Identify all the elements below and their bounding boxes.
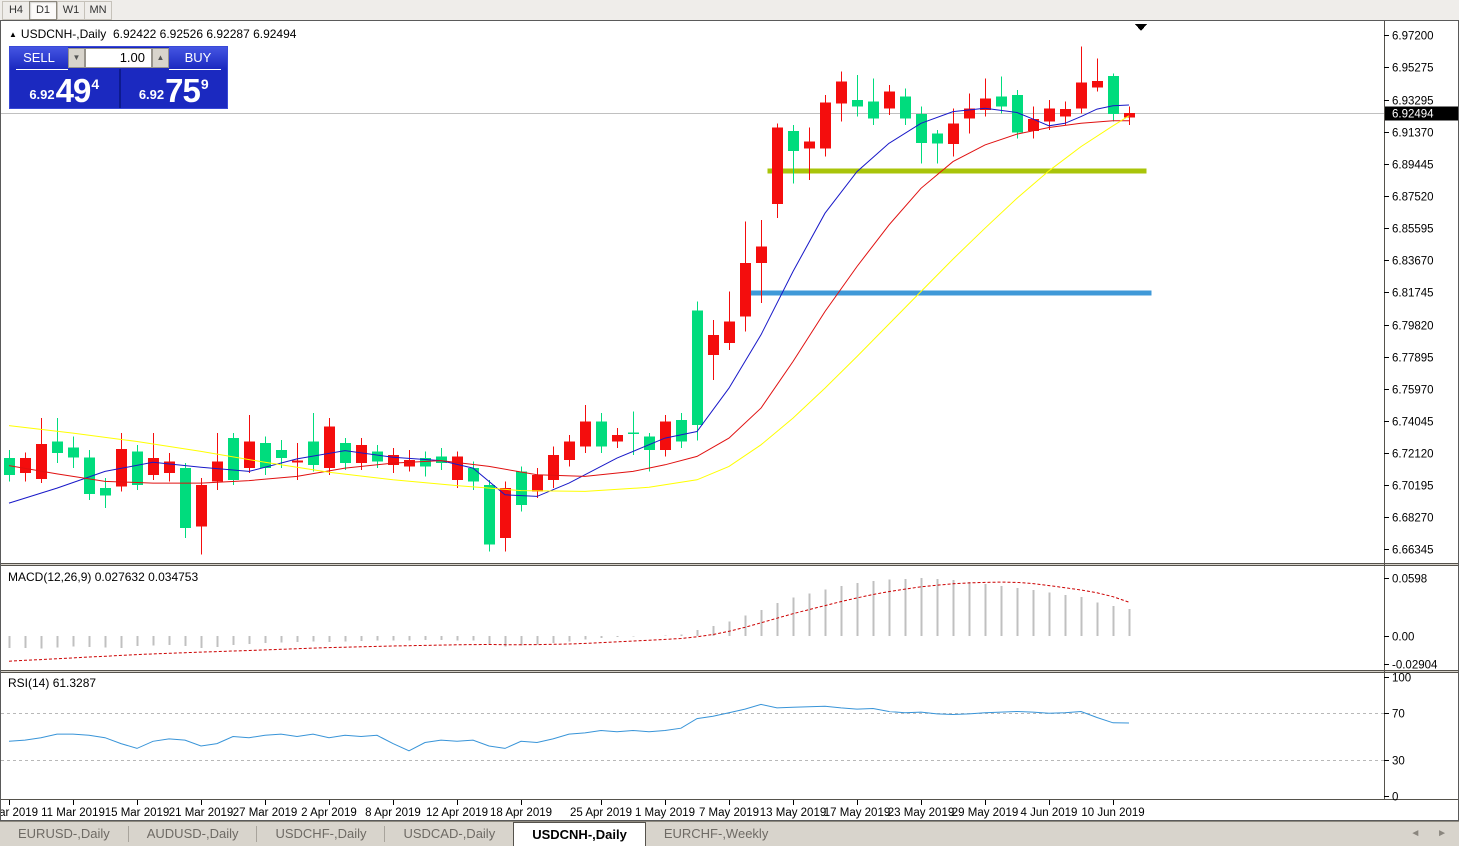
svg-text:6.74045: 6.74045: [1392, 417, 1434, 429]
date-axis-label: 18 Apr 2019: [490, 807, 552, 819]
chart-tab-bar: EURUSD-,Daily AUDUSD-,Daily USDCHF-,Daily U…: [0, 821, 1459, 846]
date-axis-label: 21 Mar 2019: [169, 807, 234, 819]
date-axis-label: 23 May 2019: [888, 807, 955, 819]
price-chart-canvas[interactable]: 6.97200 6.95275 6.93295 6.91370 6.89445 6.875…: [1, 21, 1458, 820]
svg-text:70: 70: [1392, 709, 1405, 721]
volume-input[interactable]: 1.00: [85, 48, 152, 68]
buy-price-pip: 9: [200, 76, 209, 92]
date-axis-label: 5 Mar 2019: [1, 807, 38, 819]
symbol-info-line: ▲ USDCNH-,Daily 6.92422 6.92526 6.92287 6…: [9, 27, 296, 41]
svg-text:100: 100: [1392, 673, 1411, 685]
date-axis-label: 15 Mar 2019: [105, 807, 170, 819]
svg-text:6.79820: 6.79820: [1392, 321, 1434, 333]
svg-text:6.93295: 6.93295: [1392, 96, 1434, 108]
svg-text:6.95275: 6.95275: [1392, 63, 1434, 75]
svg-text:6.83670: 6.83670: [1392, 256, 1434, 268]
ma-slow: [8, 115, 1130, 492]
symbol-name: USDCNH-,Daily: [20, 27, 107, 41]
chart-tab-usdcad-daily[interactable]: USDCAD-,Daily: [403, 826, 496, 841]
chart-tab-usdcnh-daily[interactable]: USDCNH-,Daily: [513, 822, 646, 846]
timeframe-button-w1[interactable]: W1: [57, 1, 84, 20]
date-axis-label: 13 May 2019: [760, 807, 827, 819]
svg-text:0: 0: [1392, 792, 1398, 804]
svg-text:6.81745: 6.81745: [1392, 288, 1434, 300]
macd-signal-line: [8, 581, 1130, 662]
volume-increase-button[interactable]: ▲: [152, 48, 169, 68]
timeframe-button-h4[interactable]: H4: [2, 1, 29, 20]
svg-text:6.77895: 6.77895: [1392, 353, 1434, 365]
buy-price-prefix: 6.92: [138, 87, 165, 102]
date-axis-label: 10 Jun 2019: [1081, 807, 1144, 819]
date-axis-label: 2 Apr 2019: [301, 807, 357, 819]
bar-shift-marker-icon: [1135, 24, 1147, 31]
sell-price-display[interactable]: 6.92 49 4: [10, 69, 119, 108]
expand-triangle-icon[interactable]: ▲: [9, 30, 17, 39]
timeframe-button-mn[interactable]: MN: [84, 1, 112, 20]
chart-window[interactable]: 6.97200 6.95275 6.93295 6.91370 6.89445 6.875…: [0, 20, 1459, 821]
svg-text:6.89445: 6.89445: [1392, 160, 1434, 172]
current-price-tag: 6.92494: [1392, 109, 1434, 121]
sell-price-big: 49: [55, 72, 92, 109]
timeframe-button-d1[interactable]: D1: [29, 1, 57, 20]
ma-fast: [8, 104, 1130, 504]
svg-text:-0.02904: -0.02904: [1392, 660, 1438, 672]
svg-text:6.75970: 6.75970: [1392, 385, 1434, 397]
svg-text:6.97200: 6.97200: [1392, 31, 1434, 43]
buy-price-display[interactable]: 6.92 75 9: [118, 69, 228, 109]
date-axis-label: 7 May 2019: [699, 807, 759, 819]
svg-text:6.68270: 6.68270: [1392, 513, 1434, 525]
date-axis-label: 27 Mar 2019: [233, 807, 298, 819]
date-axis-label: 1 May 2019: [635, 807, 695, 819]
svg-text:6.91370: 6.91370: [1392, 128, 1434, 140]
tab-scroll-left-icon[interactable]: ◄: [1410, 828, 1421, 839]
symbol-ohlc-values: 6.92422 6.92526 6.92287 6.92494: [112, 27, 297, 41]
chart-tab-usdchf-daily[interactable]: USDCHF-,Daily: [275, 826, 367, 841]
date-axis-label: 17 May 2019: [824, 807, 891, 819]
chart-tab-eurchf-weekly[interactable]: EURCHF-,Weekly: [663, 826, 769, 841]
macd-indicator-label: MACD(12,26,9) 0.027632 0.034753: [8, 570, 199, 584]
tab-separator: [256, 826, 258, 842]
svg-text:6.85595: 6.85595: [1392, 224, 1434, 236]
date-axis-label: 29 May 2019: [952, 807, 1019, 819]
svg-text:0.00: 0.00: [1392, 632, 1414, 644]
svg-text:30: 30: [1392, 756, 1405, 768]
chart-tab-audusd-daily[interactable]: AUDUSD-,Daily: [146, 826, 239, 841]
date-axis-label: 4 Jun 2019: [1021, 807, 1078, 819]
buy-button[interactable]: BUY: [169, 47, 227, 69]
timeframe-toolbar: H4 D1 W1 MN: [0, 0, 1459, 21]
volume-decrease-button[interactable]: ▼: [68, 48, 85, 68]
rsi-line: [8, 703, 1130, 752]
tab-scroll-right-icon[interactable]: ►: [1437, 828, 1447, 839]
buy-price-big: 75: [165, 72, 201, 109]
horizontal-line-object: [740, 290, 1152, 296]
svg-text:6.87520: 6.87520: [1392, 192, 1434, 204]
chart-tab-eurusd-daily[interactable]: EURUSD-,Daily: [18, 826, 110, 841]
svg-text:6.70195: 6.70195: [1392, 481, 1434, 493]
sell-button[interactable]: SELL: [10, 47, 68, 69]
sell-price-pip: 4: [91, 76, 100, 92]
one-click-trading-panel: SELL ▼ 1.00 ▲ BUY 6.92 49 4 6.92 75 9: [9, 46, 228, 109]
tab-separator: [127, 826, 129, 842]
date-axis-label: 25 Apr 2019: [570, 807, 632, 819]
svg-text:6.72120: 6.72120: [1392, 449, 1434, 461]
date-axis-label: 12 Apr 2019: [426, 807, 488, 819]
horizontal-line-object: [767, 168, 1147, 174]
sell-price-prefix: 6.92: [29, 87, 55, 102]
svg-text:6.66345: 6.66345: [1392, 545, 1434, 557]
rsi-indicator-label: RSI(14) 61.3287: [8, 676, 97, 690]
ma-mid: [8, 120, 1129, 484]
date-axis-label: 8 Apr 2019: [365, 807, 421, 819]
tab-separator: [384, 826, 386, 842]
svg-text:0.0598: 0.0598: [1392, 574, 1427, 586]
date-axis-label: 11 Mar 2019: [41, 807, 105, 819]
